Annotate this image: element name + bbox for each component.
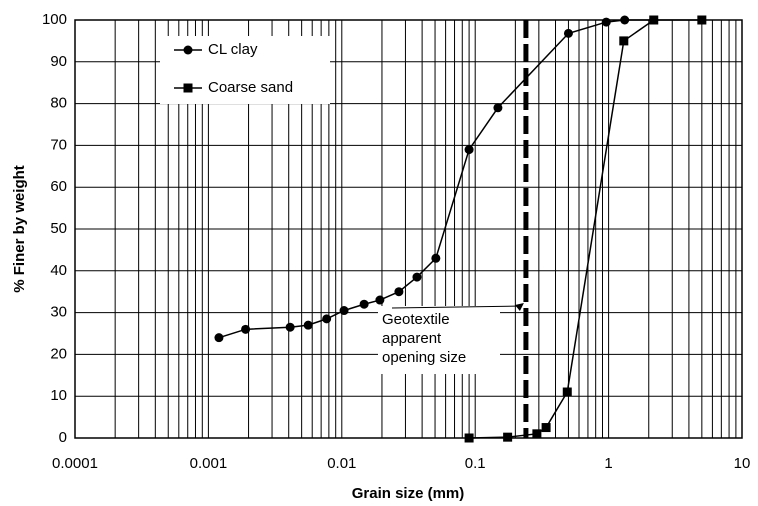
x-tick-label: 10 <box>734 455 751 472</box>
legend-label: Coarse sand <box>208 79 293 96</box>
y-tick-label: 30 <box>50 304 67 321</box>
marker <box>285 322 295 332</box>
marker <box>375 295 385 305</box>
marker <box>532 429 542 439</box>
marker <box>431 253 441 263</box>
x-axis-title: Grain size (mm) <box>352 485 465 502</box>
x-tick-label: 0.1 <box>465 455 486 472</box>
x-tick-label: 0.001 <box>190 455 228 472</box>
marker <box>601 17 611 27</box>
marker <box>241 324 251 334</box>
y-tick-label: 10 <box>50 387 67 404</box>
marker <box>562 387 572 397</box>
marker <box>322 314 332 324</box>
annotation-box <box>378 306 500 374</box>
y-tick-label: 20 <box>50 345 67 362</box>
marker <box>394 287 404 297</box>
marker <box>183 45 193 55</box>
x-tick-label: 0.01 <box>327 455 356 472</box>
y-tick-label: 70 <box>50 136 67 153</box>
y-tick-label: 90 <box>50 53 67 70</box>
plot-frame <box>74 19 743 439</box>
x-tick-label: 1 <box>604 455 612 472</box>
marker <box>303 320 313 330</box>
y-axis-title: % Finer by weight <box>11 165 28 293</box>
marker <box>649 15 659 25</box>
y-tick-label: 80 <box>50 95 67 112</box>
marker <box>359 299 369 309</box>
annotation-text: apparent <box>382 330 442 347</box>
annotation-arrowhead <box>514 303 524 311</box>
y-tick-label: 100 <box>42 11 67 28</box>
annotation-arrow <box>391 305 522 309</box>
marker <box>503 432 513 442</box>
series-line <box>469 19 702 439</box>
marker <box>493 103 503 113</box>
marker <box>563 28 573 38</box>
y-tick-label: 0 <box>59 429 67 446</box>
annotation-text: Geotextile <box>382 311 450 328</box>
marker <box>541 423 551 433</box>
annotation-text: opening size <box>382 349 466 366</box>
marker <box>620 15 630 25</box>
legend-label: CL clay <box>208 41 258 58</box>
y-tick-label: 60 <box>50 178 67 195</box>
marker <box>339 306 349 316</box>
marker <box>464 145 474 155</box>
x-tick-label: 0.0001 <box>52 455 98 472</box>
marker <box>697 15 707 25</box>
marker <box>183 83 193 93</box>
marker <box>464 433 474 443</box>
marker <box>412 272 422 282</box>
marker <box>214 333 224 343</box>
y-tick-label: 50 <box>50 220 67 237</box>
marker <box>619 36 629 46</box>
y-tick-label: 40 <box>50 262 67 279</box>
